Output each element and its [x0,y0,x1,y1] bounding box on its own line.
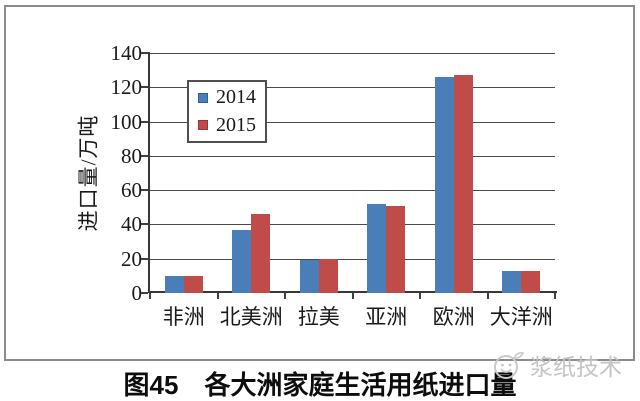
bar-2014-大洋洲 [502,270,522,293]
gridline [150,121,555,123]
legend-swatch-2014 [198,92,208,103]
bar-2015-非洲 [183,275,203,293]
bar-2014-北美洲 [232,229,252,293]
caption-number: 图45 [123,370,179,400]
y-tick-mark [141,223,148,226]
bar-2015-亚洲 [386,205,406,293]
bar-2014-拉美 [299,260,319,293]
legend-item-2015: 2015 [189,114,265,137]
y-tick-mark [141,120,148,123]
legend: 2014 2015 [187,80,267,143]
x-axis-label: 北美洲 [219,305,283,329]
y-tick-mark [141,52,148,54]
bar-2015-欧洲 [453,75,473,293]
x-axis-line [148,291,557,293]
gridline [150,190,555,192]
y-tick-label: 0 [131,281,143,305]
legend-label: 2015 [216,113,256,136]
legend-swatch-2015 [198,120,208,131]
y-tick-mark [141,86,148,89]
chart-frame-border [4,5,635,361]
x-tick-mark [486,293,489,299]
legend-label: 2014 [216,86,256,109]
y-axis-line [148,52,150,293]
watermark-text: 浆纸技术 [530,354,622,380]
x-tick-mark [419,293,421,299]
gridline [150,155,555,157]
figure-caption: 图45 各大洲家庭生活用纸进口量 [0,365,640,401]
y-tick-label: 120 [110,75,143,100]
y-tick-label: 40 [121,212,142,237]
plot-area [150,53,555,293]
bar-2014-欧洲 [434,77,454,293]
watermark: 浆纸技术 [490,348,622,382]
y-tick-mark [141,189,148,192]
bar-2014-非洲 [164,275,184,293]
bar-2015-大洋洲 [521,270,541,293]
x-axis-label: 亚洲 [365,305,408,329]
x-axis-label: 拉美 [297,305,340,329]
x-axis-label: 非洲 [162,305,205,329]
x-tick-mark [149,293,151,299]
y-tick-mark [141,292,148,294]
x-axis-label: 大洋洲 [489,305,553,329]
caption-title: 各大洲家庭生活用纸进口量 [204,370,517,400]
gridline [150,258,555,260]
bar-2015-北美洲 [251,214,271,293]
y-tick-label: 20 [121,246,142,271]
y-tick-label: 140 [110,41,143,65]
smiley-leaf-logo-icon [494,352,525,379]
gridline [150,87,555,89]
x-tick-mark [216,293,219,299]
x-tick-mark [554,293,556,299]
bar-2014-亚洲 [367,203,387,293]
y-tick-mark [141,257,148,260]
legend-item-2014: 2014 [189,86,265,109]
y-tick-mark [141,154,148,157]
x-tick-mark [351,293,354,299]
y-tick-label: 80 [121,143,142,168]
y-tick-label: 100 [110,109,143,134]
y-tick-label: 60 [121,178,142,203]
bar-2015-拉美 [318,258,338,293]
gridline [150,53,555,54]
gridline [150,224,555,226]
x-axis-label: 欧洲 [432,305,475,329]
x-tick-mark [284,293,286,299]
